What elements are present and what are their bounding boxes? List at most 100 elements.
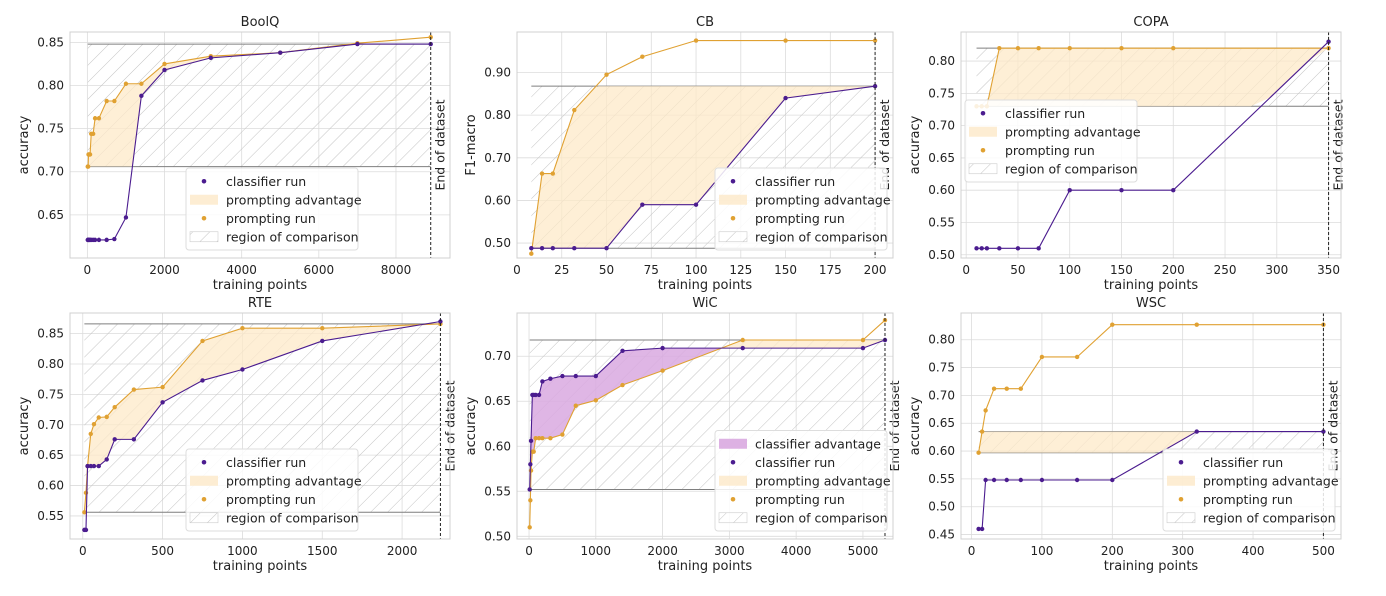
legend-label-classifier-advantage: classifier advantage bbox=[755, 436, 881, 451]
y-tick-label: 0.45 bbox=[928, 528, 955, 542]
classifier-run-point bbox=[693, 202, 699, 207]
chart-title: RTE bbox=[248, 296, 272, 311]
classifier-run-point bbox=[162, 67, 167, 73]
classifier-run-point bbox=[1119, 188, 1124, 193]
classifier-run-point bbox=[85, 463, 90, 469]
classifier-run-point bbox=[1110, 477, 1115, 483]
end-of-dataset-label: End of dataset bbox=[433, 99, 448, 190]
legend-box bbox=[964, 99, 1138, 183]
prompting-run-point bbox=[536, 435, 542, 441]
x-axis-label: training points bbox=[658, 278, 753, 293]
legend-marker-classifier-run bbox=[201, 459, 207, 465]
classifier-run-point bbox=[1018, 477, 1024, 483]
x-tick-label: 4000 bbox=[781, 544, 812, 558]
chart-title: WSC bbox=[1136, 296, 1166, 311]
prompting-run-point bbox=[997, 45, 1002, 51]
legend-box bbox=[1162, 448, 1336, 532]
legend-label-region: region of comparison bbox=[1203, 510, 1336, 525]
legend: classifier run prompting advantage prompti… bbox=[185, 167, 362, 251]
legend-label-region: region of comparison bbox=[755, 229, 888, 244]
prompting-run-point bbox=[91, 421, 97, 427]
legend-label-region: region of comparison bbox=[226, 510, 359, 525]
prompting-run-point bbox=[620, 382, 625, 388]
legend-label-prompting-run: prompting run bbox=[1005, 143, 1095, 158]
y-tick-label: 0.60 bbox=[484, 439, 511, 453]
prompting-run-point bbox=[1036, 45, 1041, 51]
legend-label-prompting-advantage: prompting advantage bbox=[755, 473, 891, 488]
prompting-run-point bbox=[139, 81, 144, 86]
prompting-run-point bbox=[573, 403, 578, 408]
classifier-run-point bbox=[983, 477, 988, 483]
classifier-run-point bbox=[533, 392, 538, 398]
plot-frame bbox=[516, 312, 894, 540]
y-tick-label: 0.60 bbox=[928, 183, 955, 197]
chart-title: WiC bbox=[692, 296, 717, 311]
x-tick-label: 150 bbox=[774, 263, 797, 277]
classifier-run-point bbox=[660, 345, 665, 351]
y-tick-label: 0.65 bbox=[37, 208, 64, 222]
y-axis-label: accuracy bbox=[17, 396, 32, 455]
plot-frame bbox=[69, 31, 451, 259]
x-tick-label: 8000 bbox=[381, 263, 412, 277]
classifier-run-point bbox=[1326, 39, 1331, 44]
y-tick-label: 0.70 bbox=[928, 119, 955, 133]
legend-label-prompting-run: prompting run bbox=[226, 211, 316, 226]
classifier-run-point bbox=[104, 237, 109, 243]
x-tick-label: 1000 bbox=[227, 544, 258, 558]
legend: classifier run prompting advantage prompti… bbox=[714, 167, 891, 251]
x-tick-label: 500 bbox=[1312, 544, 1335, 558]
prompting-run-point bbox=[604, 72, 609, 77]
x-tick-label: 0 bbox=[962, 263, 970, 277]
classifier-run-point bbox=[860, 345, 866, 351]
prompting-run-point bbox=[1119, 45, 1124, 51]
prompting-run-point bbox=[87, 152, 93, 157]
legend-swatch-region bbox=[968, 163, 998, 175]
legend-label-prompting-advantage: prompting advantage bbox=[226, 473, 362, 488]
y-tick-label: 0.80 bbox=[484, 108, 511, 122]
classifier-run-point bbox=[160, 400, 165, 405]
chart-title: COPA bbox=[1133, 15, 1168, 30]
classifier-run-point bbox=[1067, 188, 1072, 193]
legend-marker-prompting-run bbox=[980, 147, 986, 153]
legend-label-classifier-run: classifier run bbox=[755, 174, 835, 189]
prompting-run-point bbox=[200, 338, 205, 344]
legend-label-prompting-advantage: prompting advantage bbox=[226, 192, 362, 207]
legend-label-region: region of comparison bbox=[755, 510, 888, 525]
classifier-run-point bbox=[112, 236, 117, 242]
classifier-run-point bbox=[1039, 477, 1045, 483]
y-tick-label: 0.55 bbox=[928, 215, 955, 229]
prompting-run-point bbox=[528, 498, 533, 503]
classifier-run-point bbox=[1194, 429, 1199, 434]
legend-marker-prompting-run bbox=[201, 215, 207, 221]
classifier-run-point bbox=[208, 55, 214, 61]
legend-swatch-prompting-advantage bbox=[969, 126, 997, 137]
x-tick-label: 6000 bbox=[304, 263, 335, 277]
classifier-run-point bbox=[131, 437, 137, 442]
classifier-run-point bbox=[1321, 429, 1326, 434]
legend-label-prompting-advantage: prompting advantage bbox=[1203, 473, 1339, 488]
classifier-run-point bbox=[355, 41, 360, 47]
prompting-run-point bbox=[783, 38, 788, 43]
x-tick-label: 50 bbox=[1010, 263, 1025, 277]
prompting-run-point bbox=[104, 98, 109, 104]
x-tick-label: 2000 bbox=[149, 263, 180, 277]
prompting-run-point bbox=[96, 116, 102, 121]
prompting-run-point bbox=[131, 387, 137, 392]
y-tick-label: 0.75 bbox=[37, 122, 64, 136]
classifier-run-point bbox=[438, 319, 443, 324]
legend-box bbox=[714, 430, 888, 532]
classifier-run-point bbox=[528, 462, 533, 467]
prompting-run-point bbox=[983, 408, 988, 413]
prompting-run-point bbox=[92, 116, 98, 121]
y-tick-label: 0.65 bbox=[928, 151, 955, 165]
prompting-run-point bbox=[529, 251, 534, 256]
prompting-run-point bbox=[1015, 45, 1021, 51]
legend-swatch-prompting-advantage bbox=[190, 194, 218, 205]
end-of-dataset-label: End of dataset bbox=[1331, 99, 1346, 190]
legend-label-classifier-run: classifier run bbox=[1203, 455, 1283, 470]
y-tick-label: 0.65 bbox=[928, 416, 955, 430]
prompting-run-point bbox=[560, 432, 565, 437]
legend: classifier run prompting advantage prompti… bbox=[1162, 448, 1339, 532]
x-tick-label: 1500 bbox=[307, 544, 338, 558]
